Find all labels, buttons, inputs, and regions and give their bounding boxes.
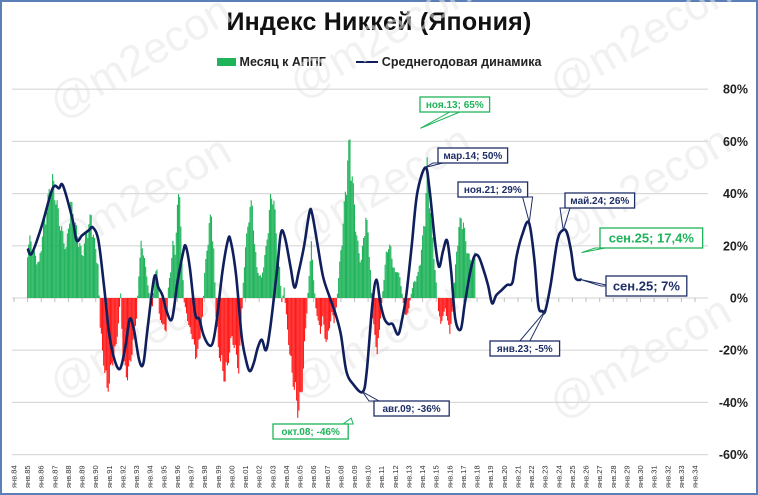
y-tick-label: 40% <box>723 187 748 201</box>
x-tick-label: янв.19 <box>486 465 495 488</box>
annotation-label: май.24; 26% <box>570 196 629 207</box>
x-axis-labels: янв.84 янв.85 янв.86 янв.87 янв.88 янв.89 янв.… <box>10 465 700 488</box>
annotation-box <box>419 96 491 113</box>
annotation-box <box>605 275 688 297</box>
x-tick-label: янв.10 <box>364 465 373 488</box>
x-tick-label: янв.86 <box>37 465 46 488</box>
x-tick-label: янв.01 <box>241 465 250 488</box>
y-tick-label: 0% <box>730 292 748 306</box>
y-tick-label: -20% <box>719 344 748 358</box>
bar-swatch-icon <box>216 58 236 66</box>
legend-item-bars: Месяц к АППГ <box>216 55 326 69</box>
x-tick-label: янв.16 <box>445 465 454 488</box>
watermark-text: @m2econ <box>541 0 740 109</box>
x-tick-label: янв.27 <box>595 465 604 488</box>
x-tick-label: янв.15 <box>432 465 441 488</box>
x-tick-label: янв.92 <box>118 465 127 488</box>
x-tick-label: янв.02 <box>255 465 264 488</box>
x-tick-label: янв.21 <box>513 465 522 488</box>
x-tick-label: янв.24 <box>554 465 563 488</box>
x-tick-label: янв.89 <box>78 465 87 488</box>
y-tick-label: 80% <box>723 83 748 97</box>
annotation-box <box>564 192 636 209</box>
x-tick-label: янв.13 <box>404 465 413 488</box>
x-tick-label: янв.30 <box>636 465 645 488</box>
annotation-label: ноя.13; 65% <box>426 100 484 111</box>
annotation-box <box>437 147 509 164</box>
y-tick-label: -60% <box>719 448 748 462</box>
x-tick-label: янв.33 <box>677 465 686 488</box>
watermark-text: @m2econ <box>281 0 480 109</box>
x-tick-label: янв.09 <box>350 465 359 488</box>
annotation-box <box>272 423 349 440</box>
x-tick-label: янв.28 <box>609 465 618 488</box>
x-tick-label: янв.20 <box>500 465 509 488</box>
x-tick-label: янв.08 <box>336 465 345 488</box>
x-tick-label: янв.90 <box>91 465 100 488</box>
x-tick-label: янв.03 <box>268 465 277 488</box>
annotation-box <box>457 181 529 198</box>
annotation-label: сен.25; 17,4% <box>609 231 695 246</box>
annotation-label: авг.09; -36% <box>382 404 440 415</box>
x-tick-label: янв.25 <box>568 465 577 488</box>
watermark-text: @m2econ <box>41 0 240 129</box>
x-tick-label: янв.88 <box>64 465 73 488</box>
annotation-box <box>489 340 561 357</box>
x-tick-label: янв.22 <box>527 465 536 488</box>
x-tick-label: янв.87 <box>50 465 59 488</box>
line-series <box>26 166 583 394</box>
legend-line-label: Среднегодовая динамика <box>381 55 542 69</box>
x-tick-label: янв.97 <box>187 465 196 488</box>
watermarks: @m2econ @m2econ @m2econ@m2econ @m2econ @m2ec… <box>41 0 740 429</box>
x-tick-label: янв.94 <box>146 465 155 488</box>
annotation-label: янв.23; -5% <box>497 344 553 355</box>
x-tick-label: янв.85 <box>23 465 32 488</box>
x-tick-label: янв.95 <box>159 465 168 488</box>
x-tick-label: янв.04 <box>282 465 291 488</box>
chart-title: Индекс Никкей (Япония) <box>226 8 532 36</box>
bar-series <box>27 139 476 418</box>
x-tick-label: янв.23 <box>541 465 550 488</box>
line-swatch-icon <box>355 61 378 63</box>
x-tick-label: янв.06 <box>309 465 318 488</box>
annotation-label: мар.14; 50% <box>443 151 502 162</box>
x-tick-label: янв.31 <box>650 465 659 488</box>
x-tick-label: янв.99 <box>214 465 223 488</box>
x-tick-label: янв.12 <box>391 465 400 488</box>
y-tick-label: 20% <box>723 239 748 253</box>
annotation-box <box>373 400 450 417</box>
x-tick-label: янв.14 <box>418 465 427 488</box>
x-tick-label: янв.11 <box>377 466 386 488</box>
average-line <box>26 166 583 394</box>
x-tick-label: янв.07 <box>323 465 332 488</box>
x-tick-label: янв.91 <box>105 465 114 488</box>
y-tick-label: -40% <box>719 396 748 410</box>
x-tick-label: янв.00 <box>227 465 236 488</box>
annotations: ноя.13; 65% мар.14; 50% ноя.21; 29% май.24;… <box>272 96 704 440</box>
annotation-label: окт.08; -46% <box>281 427 340 438</box>
legend-bar-label: Месяц к АППГ <box>239 55 326 69</box>
x-tick-label: янв.18 <box>473 465 482 488</box>
legend-item-line: Среднегодовая динамика <box>355 55 542 69</box>
x-tick-label: янв.84 <box>10 465 19 488</box>
x-tick-label: янв.26 <box>582 465 591 488</box>
watermark-text: @m2econ <box>541 286 740 429</box>
watermark-text: @m2econ <box>281 116 480 259</box>
annotation-box <box>599 227 704 249</box>
x-tick-label: янв.34 <box>691 465 700 488</box>
annotation-label: сен.25; 7% <box>613 279 681 294</box>
x-tick-label: янв.32 <box>663 465 672 488</box>
x-tick-label: янв.96 <box>173 465 182 488</box>
x-tick-label: янв.98 <box>200 465 209 488</box>
annotation-label: ноя.21; 29% <box>464 185 522 196</box>
y-tick-label: 60% <box>723 135 748 149</box>
y-axis-labels: 80% 60% 40% 20% 0% -20% -40% -60% <box>719 83 748 462</box>
x-tick-label: янв.29 <box>622 465 631 488</box>
x-tick-label: янв.93 <box>132 465 141 488</box>
x-tick-label: янв.05 <box>296 465 305 488</box>
x-tick-label: янв.17 <box>459 465 468 488</box>
chart-legend: Месяц к АППГ Среднегодовая динамика <box>0 55 758 69</box>
